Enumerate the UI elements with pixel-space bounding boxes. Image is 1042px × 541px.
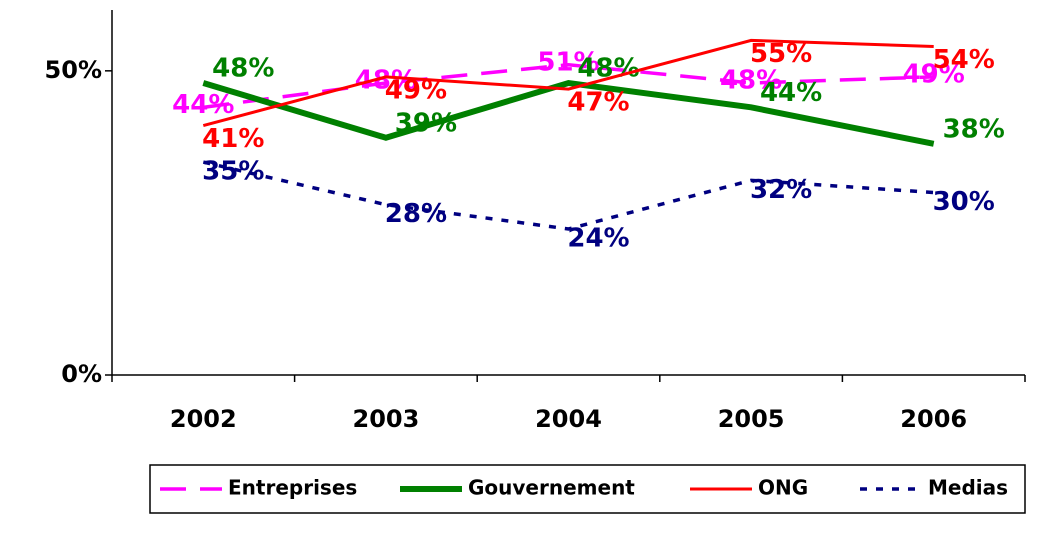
data-label: 39% bbox=[395, 108, 457, 138]
data-label: 49% bbox=[385, 75, 447, 105]
y-tick-label: 0% bbox=[61, 360, 102, 388]
data-label: 44% bbox=[172, 90, 234, 120]
legend-label: Entreprises bbox=[228, 476, 357, 500]
data-label: 48% bbox=[355, 66, 417, 96]
data-label: 48% bbox=[212, 54, 274, 84]
x-tick-label: 2002 bbox=[170, 405, 237, 433]
series-line bbox=[202, 160, 934, 231]
x-tick-label: 2006 bbox=[900, 405, 967, 433]
data-label: 55% bbox=[750, 39, 812, 69]
x-tick-label: 2005 bbox=[718, 405, 785, 433]
legend-label: ONG bbox=[758, 476, 808, 500]
data-label: 28% bbox=[385, 199, 447, 229]
x-tick-label: 2003 bbox=[353, 405, 420, 433]
x-tick-label: 2004 bbox=[535, 405, 602, 433]
data-label: 54% bbox=[933, 45, 995, 75]
data-label: 32% bbox=[750, 175, 812, 205]
data-label: 48% bbox=[720, 66, 782, 96]
data-label: 51% bbox=[537, 47, 599, 77]
legend-label: Gouvernement bbox=[468, 476, 635, 500]
series-line bbox=[202, 79, 935, 147]
y-tick-label: 50% bbox=[45, 56, 102, 84]
series-line bbox=[203, 62, 934, 110]
data-label: 47% bbox=[567, 88, 629, 118]
data-label: 35% bbox=[202, 157, 264, 187]
legend-label: Medias bbox=[928, 476, 1008, 500]
data-label: 30% bbox=[933, 187, 995, 217]
data-label: 44% bbox=[760, 78, 822, 108]
data-label: 38% bbox=[943, 114, 1005, 144]
data-label: 49% bbox=[903, 59, 965, 89]
series-line bbox=[202, 38, 934, 128]
data-label: 41% bbox=[202, 124, 264, 154]
data-label: 24% bbox=[567, 224, 629, 254]
